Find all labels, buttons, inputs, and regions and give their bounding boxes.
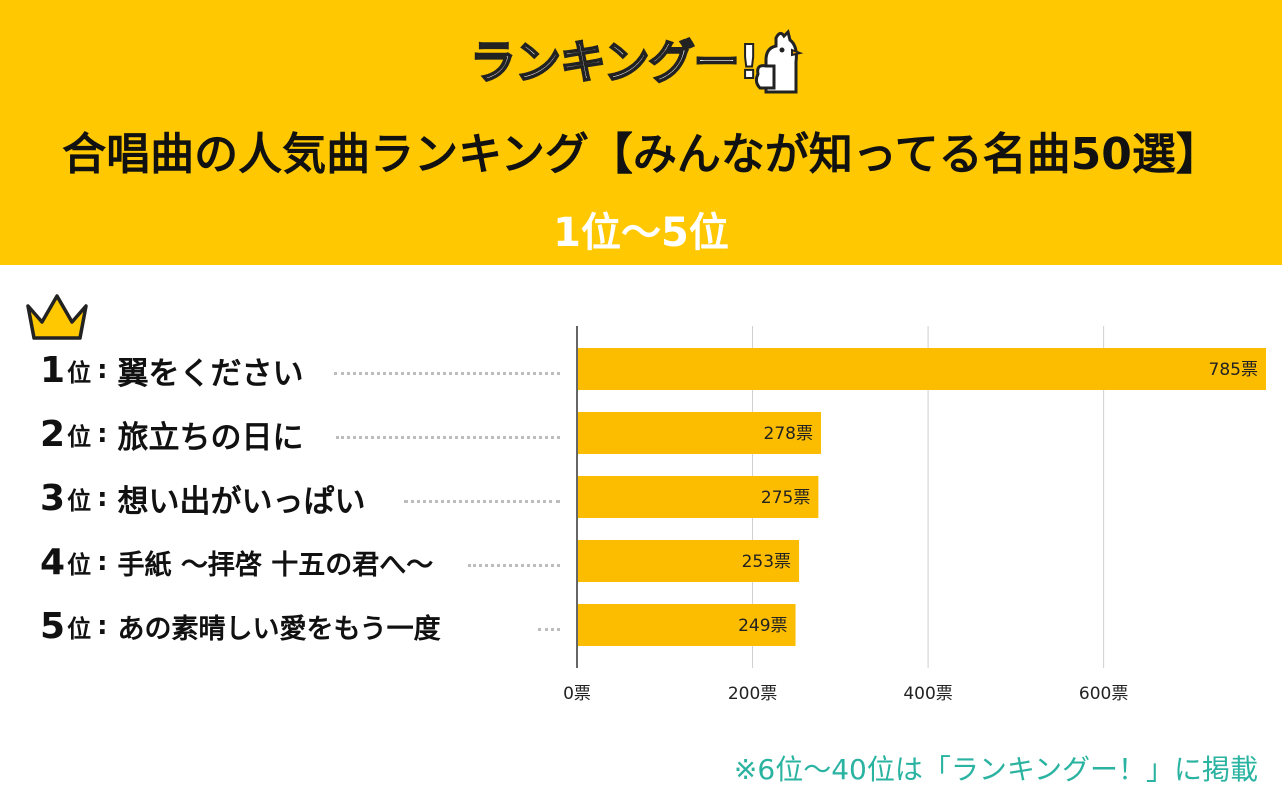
rank-colon: : xyxy=(97,419,108,449)
rank-row-2: 2 位 : 旅立ちの日に xyxy=(40,412,303,456)
song-title: あの素晴しい愛をもう一度 xyxy=(117,613,441,645)
rank-suffix: 位 xyxy=(67,486,92,515)
rank-colon: : xyxy=(97,355,108,385)
song-title: 翼をください xyxy=(117,355,304,392)
rank-row-4: 4 位 : 手紙 〜拝啓 十五の君へ〜 xyxy=(40,540,433,584)
footnote-link[interactable]: ※6位〜40位は「ランキングー！」に掲載 xyxy=(733,753,1258,786)
rank-colon: : xyxy=(97,483,108,513)
leader-dots xyxy=(404,500,560,503)
rank-number: 1 xyxy=(40,349,66,391)
rank-number: 2 xyxy=(40,413,66,455)
rank-number: 4 xyxy=(40,541,66,583)
x-tick-label: 200票 xyxy=(728,684,777,704)
rank-suffix: 位 xyxy=(67,358,92,387)
bar xyxy=(578,540,800,582)
rank-suffix: 位 xyxy=(67,422,92,451)
x-tick-label: 0票 xyxy=(563,684,591,704)
bar xyxy=(578,412,822,454)
rank-number: 3 xyxy=(40,477,66,519)
rank-row-1: 1 位 : 翼をください xyxy=(40,348,303,392)
bar-value-label: 275票 xyxy=(761,488,810,508)
x-tick-label: 400票 xyxy=(903,684,952,704)
rank-suffix: 位 xyxy=(67,550,92,579)
logo-text: ランキングー! xyxy=(469,34,761,90)
song-title: 想い出がいっぱい xyxy=(117,483,366,520)
bar-value-label: 253票 xyxy=(742,552,791,572)
rank-number: 5 xyxy=(40,605,66,647)
bar xyxy=(578,476,819,518)
bar-value-label: 249票 xyxy=(738,616,787,636)
leader-dots xyxy=(336,436,560,439)
page-subtitle: 1位〜5位 xyxy=(553,210,729,256)
leader-dots xyxy=(538,628,560,631)
site-logo[interactable]: ランキングー! xyxy=(469,22,815,102)
rank-colon: : xyxy=(97,611,108,641)
song-title: 手紙 〜拝啓 十五の君へ〜 xyxy=(117,549,434,581)
chicken-mascot-icon xyxy=(754,29,804,94)
page-title: 合唱曲の人気曲ランキング【みんなが知ってる名曲50選】 xyxy=(62,129,1220,180)
x-tick-label: 600票 xyxy=(1079,684,1128,704)
rank-row-5: 5 位 : あの素晴しい愛をもう一度 xyxy=(40,604,441,648)
leader-dots xyxy=(468,564,560,567)
leader-dots xyxy=(334,372,560,375)
bar-value-label: 785票 xyxy=(1209,360,1258,380)
rank-suffix: 位 xyxy=(67,614,92,643)
crown-icon xyxy=(26,294,88,340)
bar xyxy=(578,604,796,646)
bar-value-label: 278票 xyxy=(764,424,813,444)
rank-colon: : xyxy=(97,547,108,577)
bar xyxy=(578,348,1266,390)
song-title: 旅立ちの日に xyxy=(117,419,304,456)
rank-row-3: 3 位 : 想い出がいっぱい xyxy=(40,476,365,520)
header-banner: ランキングー! 合唱曲の人気曲ランキング【みんなが知ってる名曲50選】 1位〜5… xyxy=(0,0,1282,265)
